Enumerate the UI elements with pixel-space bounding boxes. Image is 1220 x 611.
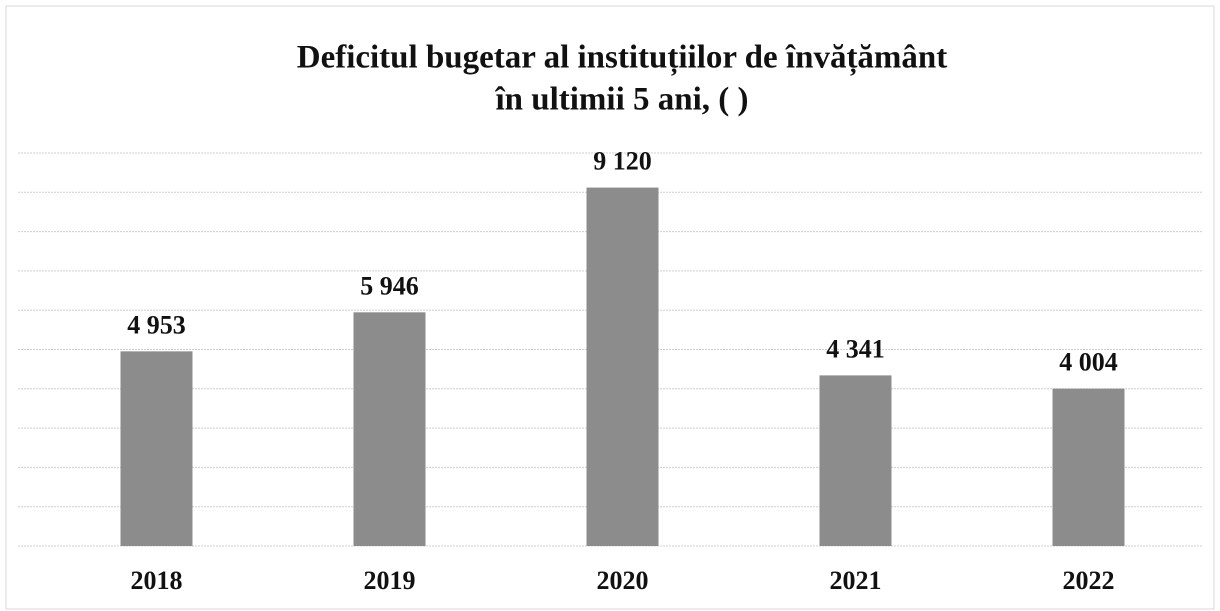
x-tick-label: 2018 (131, 566, 183, 595)
x-tick-label: 2019 (364, 566, 416, 595)
value-label: 4 341 (826, 334, 885, 363)
chart-title: în ultimii 5 ani, ( ) (494, 82, 748, 118)
bar (120, 351, 193, 546)
bar (819, 375, 892, 546)
value-label: 4 004 (1059, 348, 1118, 377)
x-tick-label: 2021 (830, 566, 882, 595)
x-tick-label: 2022 (1063, 566, 1115, 595)
value-label: 9 120 (593, 147, 652, 176)
chart-frame (5, 5, 1215, 610)
x-tick-label: 2020 (597, 566, 649, 595)
bar (1052, 388, 1125, 546)
value-label: 5 946 (360, 271, 419, 300)
bar (353, 312, 426, 546)
value-label: 4 953 (127, 310, 186, 339)
bar (586, 187, 659, 547)
chart-title: Deficitul bugetar al instituțiilor de în… (297, 40, 948, 77)
